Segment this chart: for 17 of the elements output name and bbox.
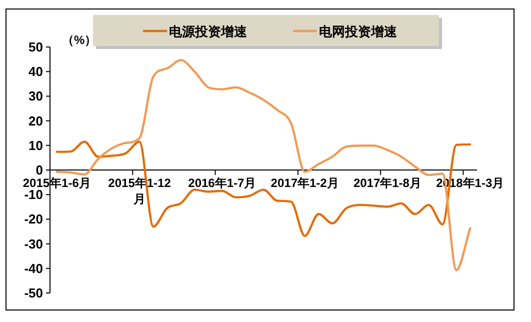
y-tick-label: 20: [28, 113, 43, 128]
y-tick-label: -50: [24, 286, 43, 300]
x-tick-label: 2017年1-8月: [353, 176, 422, 190]
y-tick-label: 40: [28, 64, 43, 80]
annotation: （%）: [62, 33, 97, 47]
y-tick-label: -30: [24, 236, 43, 252]
y-tick-label: -20: [24, 212, 43, 227]
y-tick-label: 30: [28, 88, 43, 104]
x-tick-label: 2017年1-2月: [270, 176, 339, 190]
legend-label: 电网投资增速: [319, 24, 398, 39]
y-tick-label: 50: [28, 40, 43, 54]
y-tick-label: -10: [24, 187, 43, 202]
y-tick-label: 0: [36, 162, 43, 178]
legend-label: 电源投资增速: [169, 24, 248, 39]
x-tick-label: 2016年1-7月: [188, 176, 256, 190]
y-tick-label: 10: [28, 138, 43, 153]
y-tick-label: -40: [24, 260, 43, 276]
